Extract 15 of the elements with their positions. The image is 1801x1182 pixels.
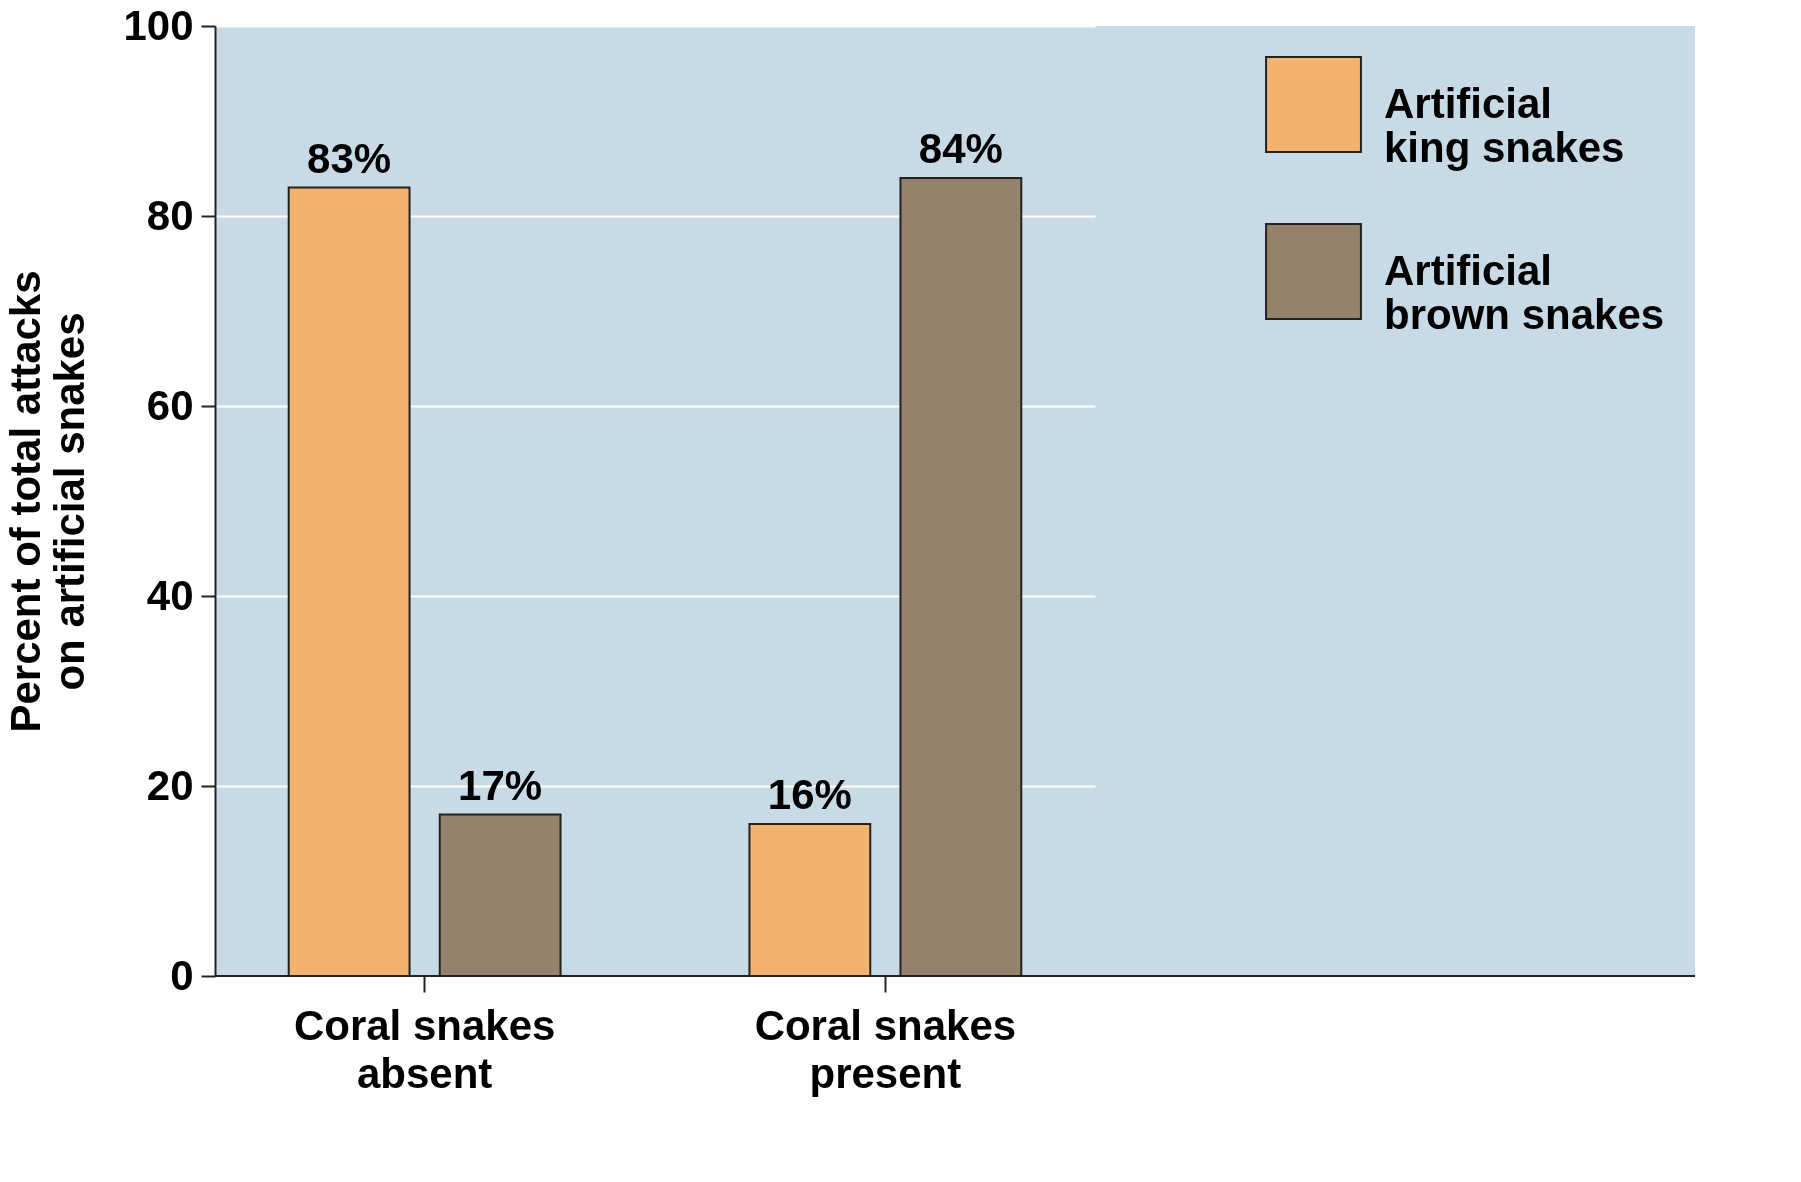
data-label: 16% (767, 771, 852, 818)
y-tick-label: 0 (170, 951, 194, 999)
y-tick-label: 60 (146, 381, 194, 429)
y-tick-label: 80 (146, 191, 194, 239)
data-label: 17% (458, 761, 543, 809)
legend-label: Artificial brown snakes (1384, 246, 1665, 338)
y-axis-title: Percent of total attacks on artificial snakes (2, 270, 94, 733)
y-tick-label: 100 (123, 1, 194, 49)
x-tick-label: Coral snakes absent (293, 1001, 556, 1097)
y-tick-label: 40 (146, 571, 194, 619)
data-label: 84% (918, 125, 1003, 172)
data-label: 83% (307, 134, 392, 182)
legend-label: Artificial king snakes (1384, 79, 1625, 171)
y-tick-label: 20 (146, 761, 194, 809)
x-tick-label: Coral snakes present (754, 1001, 1017, 1097)
